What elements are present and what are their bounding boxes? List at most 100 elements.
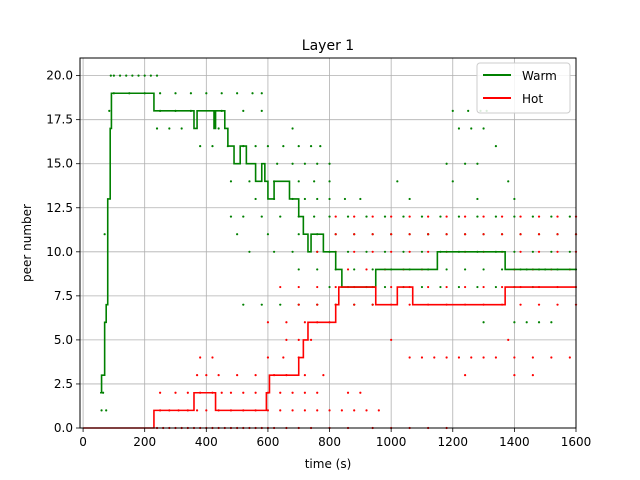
warm-samples-point [402, 215, 405, 218]
warm-samples-point [383, 215, 387, 218]
x-tick-label: 400 [195, 435, 218, 449]
warm-samples-point [205, 92, 208, 95]
hot-samples-point [220, 391, 223, 394]
hot-samples-point [158, 391, 162, 394]
x-tick-label: 200 [133, 435, 156, 449]
warm-samples-point [100, 409, 103, 412]
hot-samples-point [500, 285, 504, 289]
hot-samples-point [309, 338, 313, 342]
x-tick-label: 1600 [561, 435, 592, 449]
warm-samples-point [328, 180, 331, 183]
x-tick-label: 0 [79, 435, 87, 449]
series-line-warm [100, 92, 576, 394]
hot-samples-point [346, 391, 350, 394]
hot-samples-point [217, 374, 220, 377]
warm-samples-point [383, 250, 387, 253]
warm-samples-point [316, 162, 319, 165]
warm-samples-point [220, 92, 223, 95]
x-tick-label: 600 [256, 435, 279, 449]
y-tick-label: 2.5 [54, 377, 73, 391]
hot-samples-point [556, 233, 559, 236]
warm-samples-point [260, 215, 263, 218]
warm-samples-point [174, 92, 177, 95]
warm-samples-point [420, 250, 424, 253]
warm-samples-point [279, 303, 282, 306]
warm-samples-point [550, 250, 553, 253]
warm-samples-point [158, 92, 162, 95]
warm-samples-point [155, 127, 159, 130]
hot-samples-point [463, 374, 467, 377]
warm-samples-point [365, 215, 368, 218]
hot-samples-point [297, 285, 300, 289]
y-tick-label: 20.0 [46, 69, 73, 83]
hot-samples-point [445, 233, 448, 236]
hot-samples-point [279, 285, 282, 289]
hot-samples-point [408, 215, 411, 218]
warm-samples-point [353, 268, 356, 271]
warm-samples-point [513, 215, 516, 218]
hot-samples-point [408, 356, 411, 359]
warm-samples-point [494, 144, 498, 148]
hot-samples-point [297, 338, 300, 342]
hot-samples-point [537, 250, 541, 253]
warm-samples-point [500, 268, 504, 271]
warm-samples-point [279, 215, 282, 218]
warm-samples-point [297, 180, 300, 183]
warm-samples-point [309, 144, 313, 148]
y-tick-label: 10.0 [46, 245, 73, 259]
hot-samples-point [519, 303, 522, 306]
warm-samples-point [260, 303, 263, 306]
legend-label-warm: Warm [522, 69, 557, 83]
hot-samples-point [433, 356, 436, 359]
hot-samples-point [334, 215, 337, 218]
warm-samples-point [328, 215, 331, 218]
hot-samples-point [266, 321, 270, 324]
hot-samples-point [266, 356, 270, 359]
warm-samples-point [125, 74, 128, 77]
warm-samples-point [297, 144, 300, 148]
hot-samples-point [282, 356, 285, 359]
hot-samples-point [322, 374, 325, 377]
hot-samples-point [500, 215, 504, 218]
hot-samples-point [507, 338, 510, 342]
warm-samples-point [229, 215, 233, 218]
y-tick-label: 5.0 [54, 333, 73, 347]
warm-samples-point [180, 127, 183, 130]
warm-samples-point [276, 162, 279, 165]
warm-samples-point [470, 127, 473, 130]
hot-samples-point [463, 285, 467, 289]
hot-samples-point [353, 250, 356, 253]
hot-samples-point [316, 285, 319, 289]
hot-samples-point [174, 391, 177, 394]
warm-samples-point [568, 215, 571, 218]
warm-samples-point [445, 162, 448, 165]
hot-samples-point [316, 303, 319, 306]
warm-samples-point [282, 144, 285, 148]
warm-samples-point [248, 250, 251, 253]
hot-samples-point [427, 250, 430, 253]
warm-samples-point [513, 250, 516, 253]
plot-area: 0 200 400 600 800 1000 1200 1400 1600 0.0 2.5 5.0 7… [46, 57, 592, 449]
hot-samples-point [340, 409, 343, 412]
hot-samples-point [346, 268, 350, 271]
warm-samples-point [291, 250, 294, 253]
warm-samples-point [463, 162, 467, 165]
hot-samples-point [303, 321, 306, 324]
warm-samples-point [328, 197, 331, 201]
y-tick-label: 17.5 [46, 113, 73, 127]
warm-samples-point [463, 268, 467, 271]
warm-samples-point [343, 197, 347, 201]
lines-layer [83, 92, 576, 429]
warm-samples-point [103, 233, 106, 236]
warm-samples-point [494, 285, 498, 289]
warm-samples-point [371, 268, 374, 271]
warm-samples-point [482, 321, 485, 324]
warm-samples-point [451, 109, 454, 112]
hot-samples-point [537, 215, 541, 218]
hot-samples-point [500, 233, 504, 236]
warm-samples-point [494, 215, 498, 218]
x-tick-label: 1400 [499, 435, 530, 449]
hot-samples-point [236, 374, 239, 377]
legend-label-hot: Hot [522, 92, 543, 106]
